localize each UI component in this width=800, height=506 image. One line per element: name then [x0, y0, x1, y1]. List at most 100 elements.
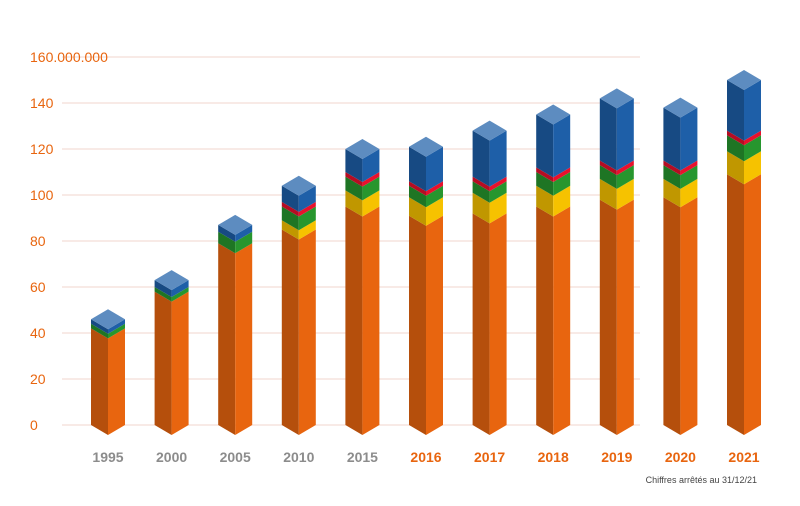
bar-segment-right-face	[362, 176, 380, 201]
bar-segment-right-face	[426, 146, 443, 192]
y-tick-label: 80	[30, 233, 46, 249]
bar-segment-left-face	[663, 160, 681, 176]
bar-segment-left-face	[345, 172, 363, 187]
bar-2020	[663, 97, 698, 435]
bar-segment-right-face	[362, 190, 380, 217]
bar-2021	[727, 70, 761, 436]
bar-segment-left-face	[599, 160, 617, 176]
x-tick-label: 2005	[220, 449, 251, 465]
bar-segment-left-face	[91, 319, 108, 334]
y-tick-label: 20	[30, 371, 46, 387]
bar-segment-left-face	[91, 328, 108, 435]
x-tick-label: 2000	[156, 449, 187, 465]
bar-segment-left-face	[409, 215, 426, 435]
bar-segment-right-face	[680, 178, 698, 208]
bar-segment-left-face	[345, 206, 363, 435]
bar-segment-left-face	[472, 181, 490, 203]
x-tick-label: 2019	[601, 449, 632, 465]
bar-segment-right-face	[298, 220, 316, 240]
bar-segment-right-face	[426, 215, 443, 435]
bar-segment-left-face	[218, 231, 236, 254]
bar-segment-left-face	[472, 213, 490, 435]
x-tick-label: 2015	[347, 449, 378, 465]
bar-segment-left-face	[218, 243, 236, 435]
bar-2017	[472, 120, 507, 435]
bar-segment-right-face	[553, 206, 571, 435]
y-tick-label: 160.000.000	[30, 49, 108, 65]
bar-segment-left-face	[154, 287, 172, 302]
bar-segment-right-face	[553, 167, 571, 182]
bar-segment-right-face	[362, 172, 380, 187]
bar-top-cap	[281, 175, 316, 196]
bar-segment-right-face	[171, 291, 189, 435]
bar-segment-left-face	[727, 80, 744, 141]
bar-segment-right-face	[426, 197, 443, 226]
bar-segment-left-face	[663, 197, 681, 435]
bar-2019	[599, 88, 634, 435]
bar-segment-right-face	[553, 114, 571, 178]
bar-segment-right-face	[298, 206, 316, 231]
bar-segment-right-face	[616, 165, 634, 189]
bar-segment-right-face	[298, 229, 316, 435]
bar-top-cap	[663, 97, 698, 118]
bar-segment-left-face	[599, 178, 617, 210]
bar-segment-left-face	[409, 146, 426, 192]
bar-segment-left-face	[218, 224, 236, 242]
bar-segment-left-face	[727, 174, 744, 436]
y-tick-label: 120	[30, 141, 54, 157]
bar-segment-right-face	[362, 206, 380, 435]
bar-segment-right-face	[489, 176, 507, 192]
bar-segment-left-face	[345, 176, 363, 201]
bar-2005	[218, 214, 253, 435]
bar-segment-left-face	[663, 107, 681, 171]
bar-segment-left-face	[536, 172, 554, 196]
bar-2000	[154, 270, 189, 435]
bar-segment-left-face	[599, 165, 617, 189]
bar-segment-left-face	[154, 280, 172, 297]
bar-segment-left-face	[409, 185, 426, 208]
bar-segment-right-face	[744, 80, 761, 141]
bar-segment-right-face	[362, 149, 380, 182]
bar-segment-left-face	[727, 151, 744, 185]
x-tick-label: 1995	[92, 449, 123, 465]
bar-segment-right-face	[616, 160, 634, 176]
bar-segment-left-face	[409, 181, 426, 196]
bar-2018	[536, 104, 571, 435]
bar-segment-left-face	[663, 178, 681, 208]
bar-segment-right-face	[744, 174, 761, 436]
bar-segment-left-face	[345, 149, 363, 182]
bar-segment-left-face	[472, 176, 490, 192]
bar-segment-left-face	[472, 192, 490, 224]
bar-top-cap	[536, 104, 571, 125]
bar-segment-right-face	[489, 213, 507, 435]
bars	[91, 70, 761, 436]
bar-segment-right-face	[298, 201, 316, 217]
footnote: Chiffres arrêtés au 31/12/21	[646, 475, 757, 485]
bar-top-cap	[727, 70, 761, 90]
bar-segment-right-face	[744, 135, 761, 162]
bar-top-cap	[91, 309, 125, 330]
bar-top-cap	[345, 139, 380, 159]
bar-segment-right-face	[680, 107, 698, 171]
x-tick-label: 2020	[665, 449, 696, 465]
bar-segment-right-face	[553, 185, 571, 217]
bar-segment-right-face	[744, 130, 761, 146]
bar-segment-right-face	[680, 160, 698, 176]
bar-segment-right-face	[489, 192, 507, 224]
x-tick-label: 2018	[538, 449, 569, 465]
y-tick-label: 0	[30, 417, 38, 433]
x-axis-ticks: 1995 2000 2005 2010 2015 2016 2017 2018 2019 2020…	[92, 449, 759, 465]
bar-segment-right-face	[171, 287, 189, 302]
bar-segment-left-face	[409, 197, 426, 226]
bar-segment-right-face	[235, 224, 253, 242]
bar-segment-right-face	[616, 98, 634, 171]
bar-segment-right-face	[235, 243, 253, 435]
bar-top-cap	[218, 214, 253, 235]
bar-segment-left-face	[281, 229, 299, 435]
bar-segment-left-face	[536, 114, 554, 178]
x-tick-label: 2010	[283, 449, 314, 465]
bar-segment-right-face	[553, 172, 571, 196]
bar-segment-left-face	[727, 135, 744, 162]
bar-segment-right-face	[489, 130, 507, 187]
